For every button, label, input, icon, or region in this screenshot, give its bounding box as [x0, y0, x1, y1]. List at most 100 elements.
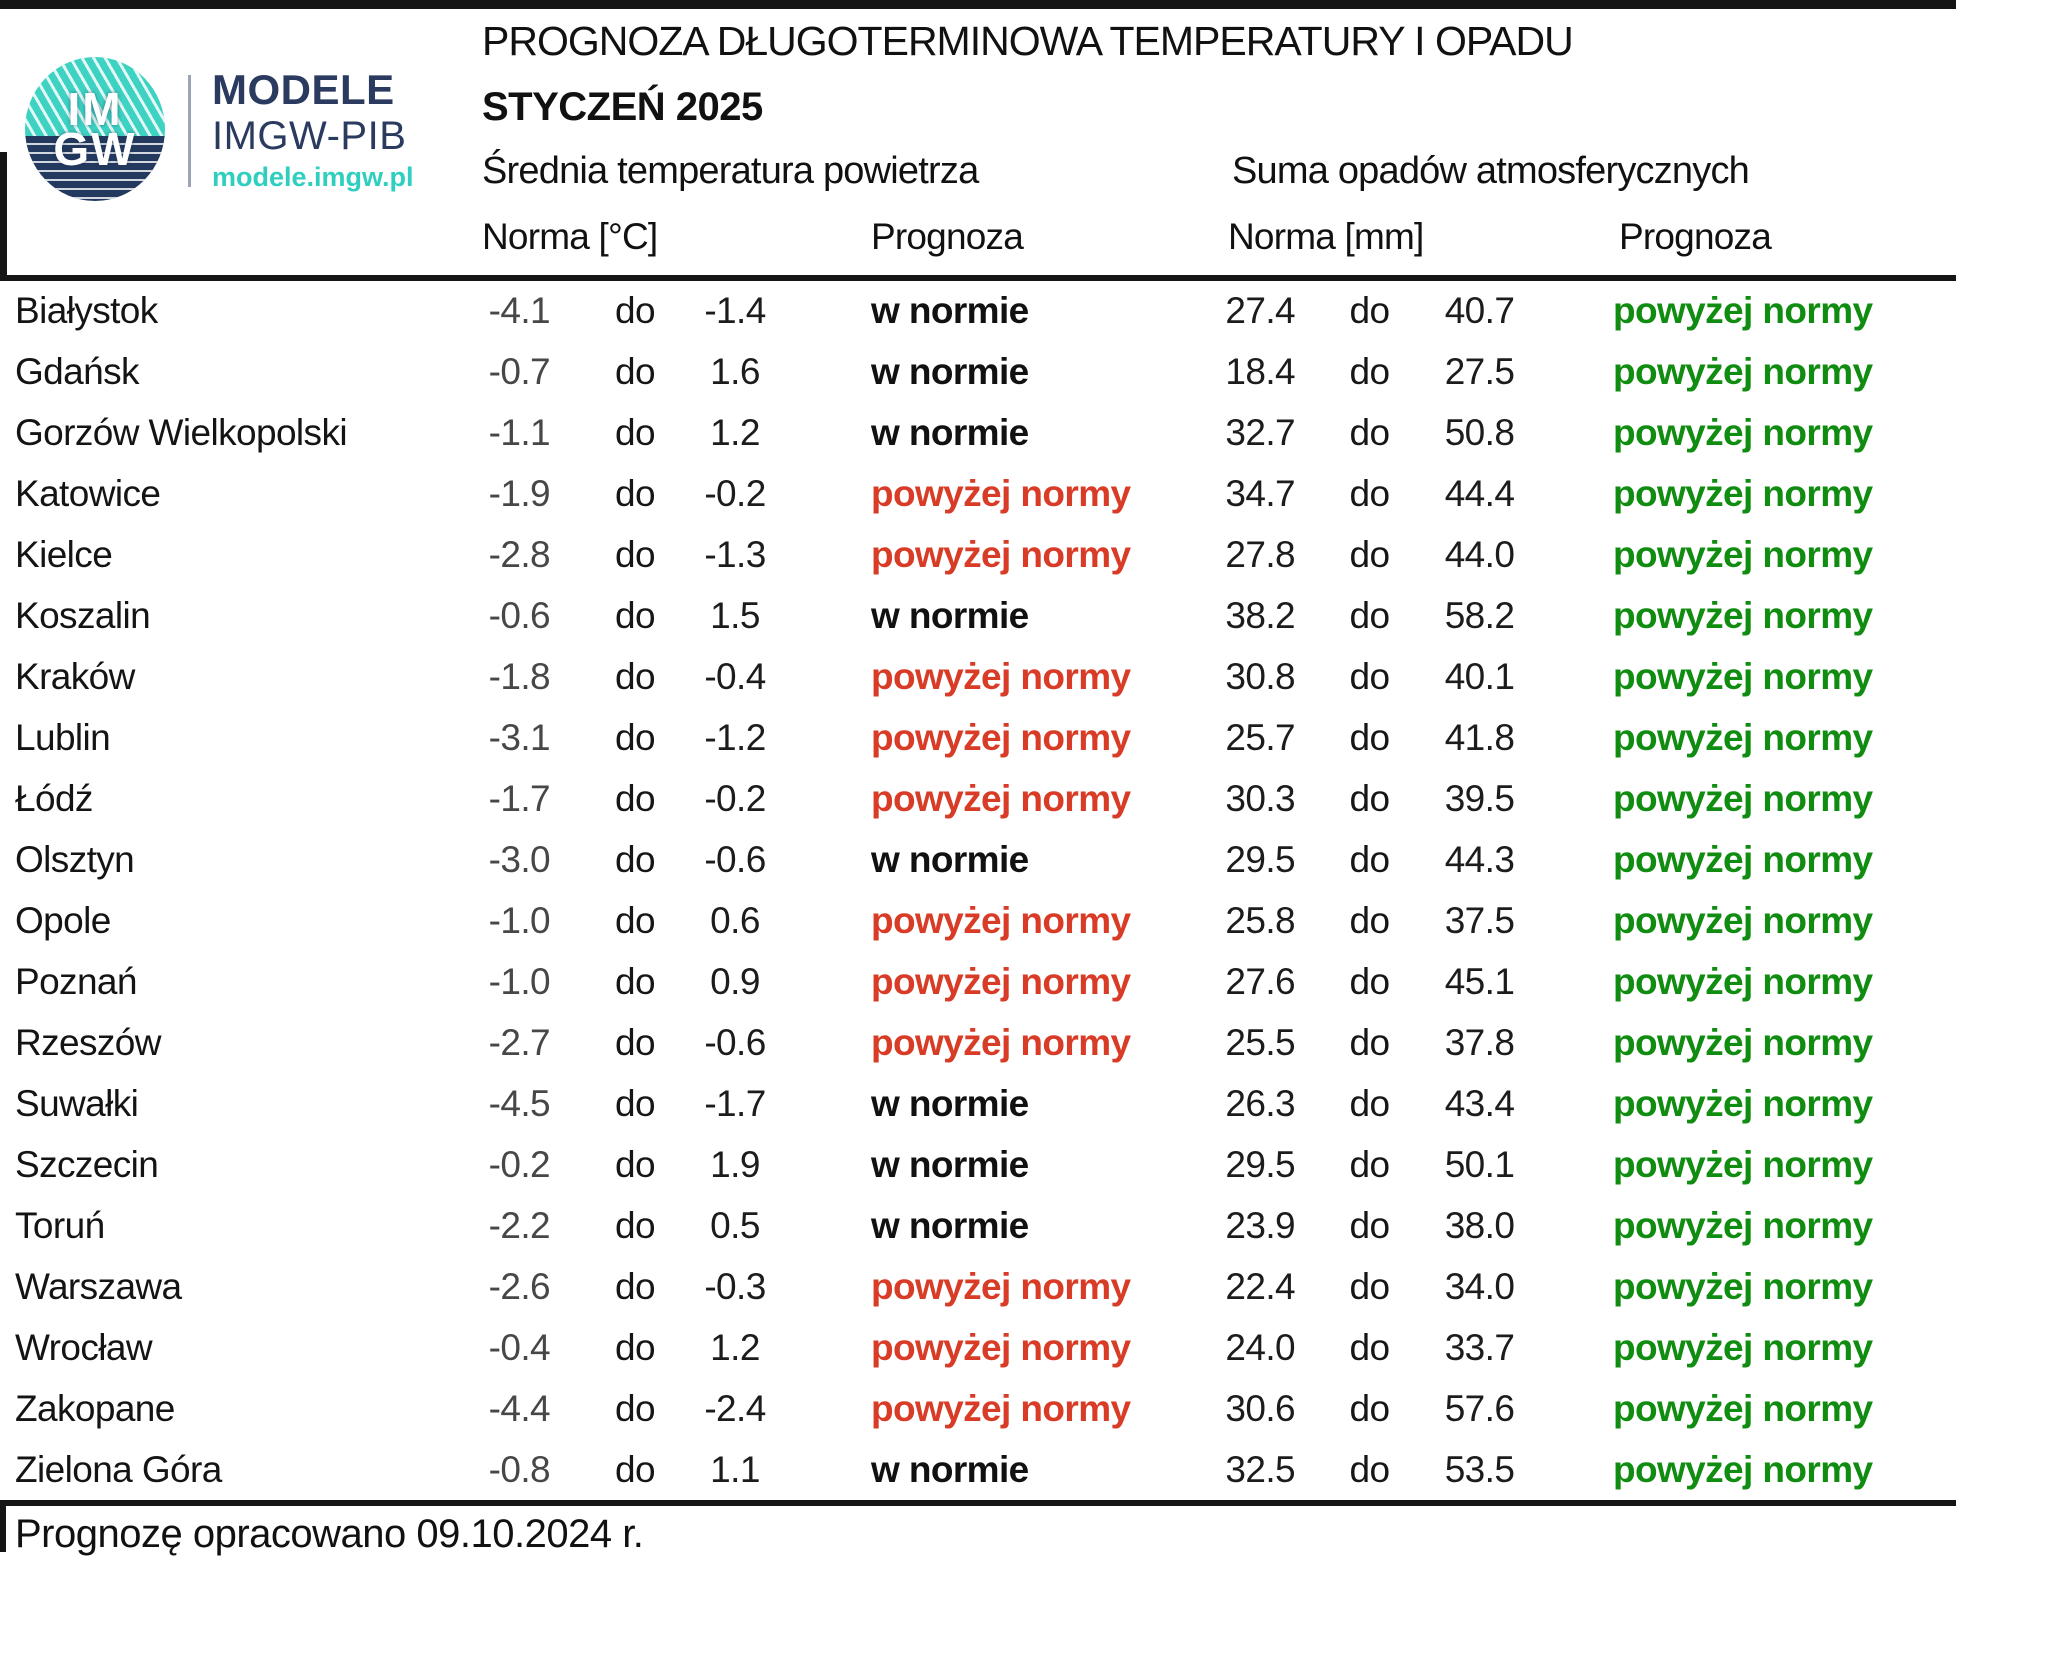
precip-norm-high: 44.0: [1444, 533, 1515, 575]
city-name: Zakopane: [15, 1387, 175, 1429]
temp-norm-low: -4.5: [488, 1082, 551, 1124]
city-name: Opole: [15, 899, 111, 941]
table-row: Gdańsk -0.7 do 1.6 w normie 18.4 do 27.5 powyżej…: [0, 341, 2048, 402]
precip-forecast: powyżej normy: [1613, 1021, 1873, 1063]
precip-norm-low: 32.5: [1225, 1448, 1295, 1490]
group-header-temperature: Średnia temperatura powietrza: [482, 150, 979, 192]
precip-norm-high: 41.8: [1444, 716, 1515, 758]
temp-norm-low: -1.9: [488, 472, 551, 514]
imgw-logo-icon: IM GW: [25, 57, 165, 201]
temp-norm-low: -1.8: [488, 655, 551, 697]
range-separator: do: [615, 1387, 656, 1429]
precip-norm-low: 32.7: [1225, 411, 1295, 453]
precip-forecast: powyżej normy: [1613, 716, 1873, 758]
precip-norm-high: 57.6: [1444, 1387, 1515, 1429]
range-separator: do: [1349, 1143, 1391, 1185]
table-row: Poznań -1.0 do 0.9 powyżej normy 27.6 do 45.1 po…: [0, 951, 2048, 1012]
temp-norm-low: -4.4: [488, 1387, 551, 1429]
city-name: Gorzów Wielkopolski: [15, 411, 348, 453]
city-name: Wrocław: [15, 1326, 153, 1368]
city-name: Suwałki: [15, 1082, 139, 1124]
temp-norm-high: 0.6: [710, 899, 760, 941]
precip-norm-high: 44.4: [1444, 472, 1515, 514]
temp-forecast: powyżej normy: [871, 899, 1131, 941]
city-name: Toruń: [15, 1204, 105, 1246]
city-name: Kielce: [15, 533, 113, 575]
precip-forecast: powyżej normy: [1613, 1326, 1873, 1368]
city-name: Zielona Góra: [15, 1448, 222, 1490]
precip-norm-low: 30.8: [1225, 655, 1295, 697]
range-separator: do: [615, 350, 656, 392]
temp-forecast: powyżej normy: [871, 960, 1131, 1002]
header-separator-rule: [0, 275, 1956, 281]
city-name: Kraków: [15, 655, 135, 697]
precip-norm-low: 27.8: [1225, 533, 1295, 575]
logo-monogram: IM GW: [25, 57, 165, 201]
precip-norm-low: 30.3: [1225, 777, 1295, 819]
temp-norm-low: -4.1: [488, 289, 551, 331]
precip-forecast: powyżej normy: [1613, 960, 1873, 1002]
precip-norm-low: 22.4: [1225, 1265, 1295, 1307]
logo-monogram-im: IM: [67, 83, 123, 135]
range-separator: do: [1349, 899, 1391, 941]
range-separator: do: [615, 1265, 656, 1307]
bottom-separator-rule: [0, 1500, 1956, 1506]
temp-forecast: w normie: [871, 1082, 1029, 1124]
precip-norm-high: 44.3: [1444, 838, 1515, 880]
temp-norm-low: -1.1: [488, 411, 551, 453]
range-separator: do: [615, 1082, 656, 1124]
precip-norm-high: 34.0: [1444, 1265, 1515, 1307]
range-separator: do: [1349, 655, 1391, 697]
city-name: Szczecin: [15, 1143, 159, 1185]
table-row: Gorzów Wielkopolski -1.1 do 1.2 w normie 32.7…: [0, 402, 2048, 463]
temp-norm-high: 0.9: [710, 960, 760, 1002]
precip-norm-high: 37.5: [1444, 899, 1515, 941]
range-separator: do: [615, 411, 656, 453]
temp-forecast: w normie: [871, 1143, 1029, 1185]
page-title: PROGNOZA DŁUGOTERMINOWA TEMPERATURY I OP…: [482, 18, 1574, 64]
range-separator: do: [615, 960, 656, 1002]
temp-forecast: powyżej normy: [871, 1021, 1131, 1063]
logo-divider: [188, 75, 191, 187]
temp-norm-high: 1.6: [710, 350, 760, 392]
precip-norm-low: 25.7: [1225, 716, 1295, 758]
city-name: Rzeszów: [15, 1021, 162, 1063]
table-row: Katowice -1.9 do -0.2 powyżej normy 34.7 do 44.…: [0, 463, 2048, 524]
range-separator: do: [1349, 1021, 1391, 1063]
precip-norm-high: 39.5: [1444, 777, 1515, 819]
precip-norm-low: 18.4: [1225, 350, 1295, 392]
left-border-rule-top: [0, 152, 7, 275]
top-border-rule: [0, 0, 1956, 9]
table-row: Zielona Góra -0.8 do 1.1 w normie 32.5 do 53.5 p…: [0, 1439, 2048, 1500]
city-name: Koszalin: [15, 594, 151, 636]
temp-norm-high: -1.3: [704, 533, 766, 575]
temp-forecast: powyżej normy: [871, 716, 1131, 758]
temp-forecast: powyżej normy: [871, 472, 1131, 514]
temp-norm-low: -1.7: [488, 777, 551, 819]
temp-forecast: powyżej normy: [871, 1326, 1131, 1368]
temp-norm-low: -1.0: [488, 899, 551, 941]
range-separator: do: [1349, 960, 1391, 1002]
precip-norm-low: 24.0: [1225, 1326, 1295, 1368]
range-separator: do: [615, 472, 656, 514]
table-rows: Białystok -4.1 do -1.4 w normie 27.4 do 40.7 pow…: [0, 280, 2048, 1500]
temp-forecast: powyżej normy: [871, 777, 1131, 819]
temp-forecast: w normie: [871, 350, 1029, 392]
range-separator: do: [1349, 472, 1391, 514]
range-separator: do: [615, 777, 656, 819]
page-subtitle: STYCZEŃ 2025: [482, 85, 763, 129]
range-separator: do: [1349, 777, 1391, 819]
temp-forecast: powyżej normy: [871, 1265, 1131, 1307]
temp-norm-low: -2.6: [488, 1265, 551, 1307]
range-separator: do: [1349, 1204, 1391, 1246]
range-separator: do: [615, 594, 656, 636]
city-name: Olsztyn: [15, 838, 135, 880]
temp-norm-high: -1.4: [704, 289, 766, 331]
temp-forecast: w normie: [871, 411, 1029, 453]
table-row: Olsztyn -3.0 do -0.6 w normie 29.5 do 44.3 powyż…: [0, 829, 2048, 890]
precip-forecast: powyżej normy: [1613, 1082, 1873, 1124]
temp-forecast: w normie: [871, 594, 1029, 636]
table-row: Warszawa -2.6 do -0.3 powyżej normy 22.4 do 34.…: [0, 1256, 2048, 1317]
logo-monogram-gw: GW: [53, 123, 137, 175]
logo-navy-stripes: [25, 136, 165, 201]
